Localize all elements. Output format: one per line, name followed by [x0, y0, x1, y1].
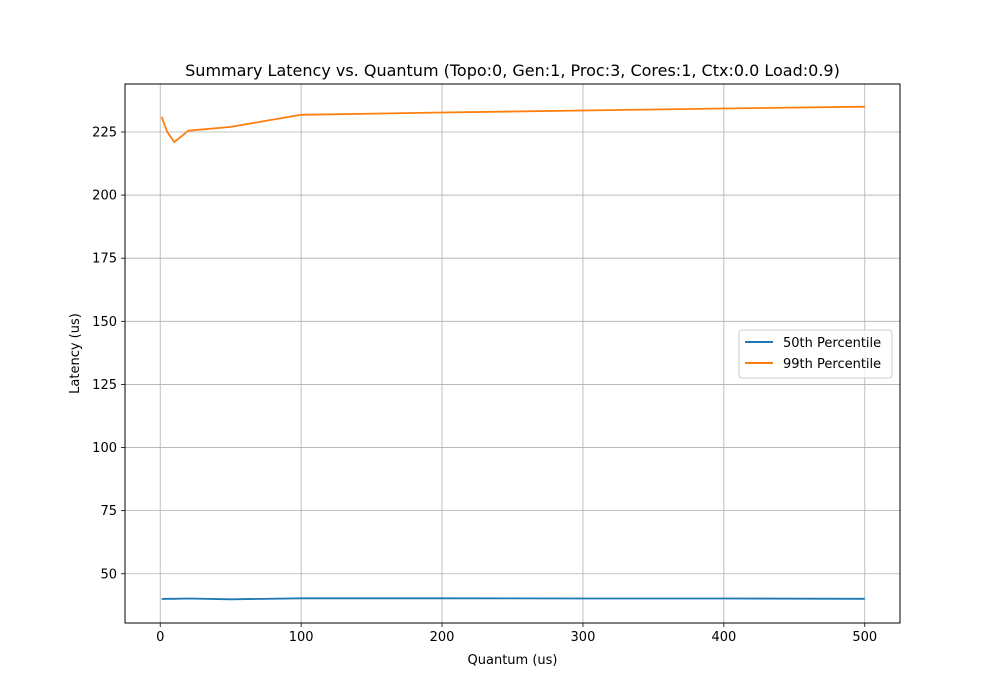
- y-tick-label: 200: [92, 189, 117, 204]
- x-tick-label: 100: [289, 630, 314, 645]
- x-axis-title: Quantum (us): [468, 653, 558, 668]
- y-tick-label: 75: [100, 504, 117, 519]
- x-tick-label: 300: [571, 630, 596, 645]
- series-line-99th-percentile: [160, 105, 865, 144]
- y-tick-label: 50: [100, 567, 117, 582]
- x-tick-label: 400: [711, 630, 736, 645]
- y-tick-label: 225: [92, 125, 117, 140]
- x-tick-label: 500: [852, 630, 877, 645]
- y-tick-label: 125: [92, 378, 117, 393]
- legend-label-99th: 99th Percentile: [783, 357, 881, 372]
- y-tick-label: 100: [92, 441, 117, 456]
- legend-label-50th: 50th Percentile: [783, 336, 881, 351]
- chart-title: Summary Latency vs. Quantum (Topo:0, Gen…: [185, 61, 840, 80]
- gridlines: [125, 84, 900, 623]
- plot-frame: [124, 83, 901, 624]
- series-lines: [160, 105, 865, 601]
- y-axis-title: Latency (us): [68, 313, 83, 394]
- legend-box: [738, 329, 893, 379]
- x-tick-label: 0: [156, 630, 164, 645]
- y-tick-label: 175: [92, 252, 117, 267]
- x-tick-label: 200: [430, 630, 455, 645]
- y-tick-label: 150: [92, 315, 117, 330]
- legend: 50th Percentile 99th Percentile: [738, 329, 893, 379]
- series-line-50th-percentile: [161, 597, 865, 601]
- axis-ticks: 0 100 200 300 400 500 50 75 100 125 150 175 200 225: [92, 125, 877, 645]
